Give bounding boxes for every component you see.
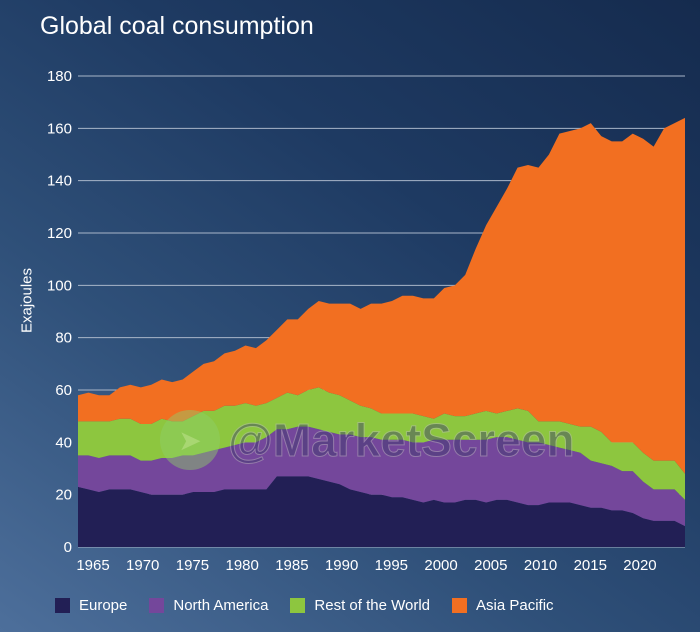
chart-title: Global coal consumption <box>40 12 314 40</box>
x-tick-label: 2015 <box>574 557 607 574</box>
x-tick-label: 1985 <box>275 557 308 574</box>
y-tick-label: 140 <box>47 173 72 190</box>
x-tick-label: 1990 <box>325 557 358 574</box>
legend-item: North America <box>149 597 268 614</box>
legend-item: Asia Pacific <box>452 597 554 614</box>
y-tick-label: 60 <box>55 382 72 399</box>
legend-swatch <box>149 598 165 613</box>
x-tick-label: 2005 <box>474 557 507 574</box>
y-tick-label: 120 <box>47 225 72 242</box>
x-tick-label: 1995 <box>375 557 408 574</box>
y-tick-label: 20 <box>55 487 72 504</box>
y-tick-label: 160 <box>47 120 72 137</box>
x-tick-label: 2020 <box>623 557 656 574</box>
y-tick-label: 40 <box>55 434 72 451</box>
legend-label: Rest of the World <box>314 597 431 614</box>
legend-label: Asia Pacific <box>476 597 554 614</box>
legend-label: Europe <box>79 597 128 614</box>
x-tick-label: 1965 <box>76 557 109 574</box>
y-tick-label: 80 <box>55 330 72 347</box>
y-tick-label: 100 <box>47 277 72 294</box>
legend-item: Europe <box>55 597 127 614</box>
area-asia-pacific <box>78 117 685 474</box>
x-tick-label: 1970 <box>126 557 159 574</box>
area-europe <box>78 476 685 547</box>
x-tick-label: 1975 <box>176 557 209 574</box>
x-tick-label: 2000 <box>424 557 457 574</box>
x-tick-label: 2010 <box>524 557 557 574</box>
x-tick-label: 1980 <box>225 557 258 574</box>
legend-swatch <box>55 598 70 613</box>
y-tick-label: 0 <box>64 539 72 556</box>
y-tick-label: 180 <box>47 68 72 85</box>
legend-item: Rest of the World <box>290 597 430 614</box>
area-north-america <box>78 426 685 527</box>
legend-swatch <box>290 598 306 613</box>
area-rest-of-the-world <box>78 387 685 500</box>
legend-swatch <box>452 598 468 613</box>
legend: Europe North America Rest of the World Asia… <box>55 597 554 614</box>
legend-label: North America <box>173 597 269 614</box>
